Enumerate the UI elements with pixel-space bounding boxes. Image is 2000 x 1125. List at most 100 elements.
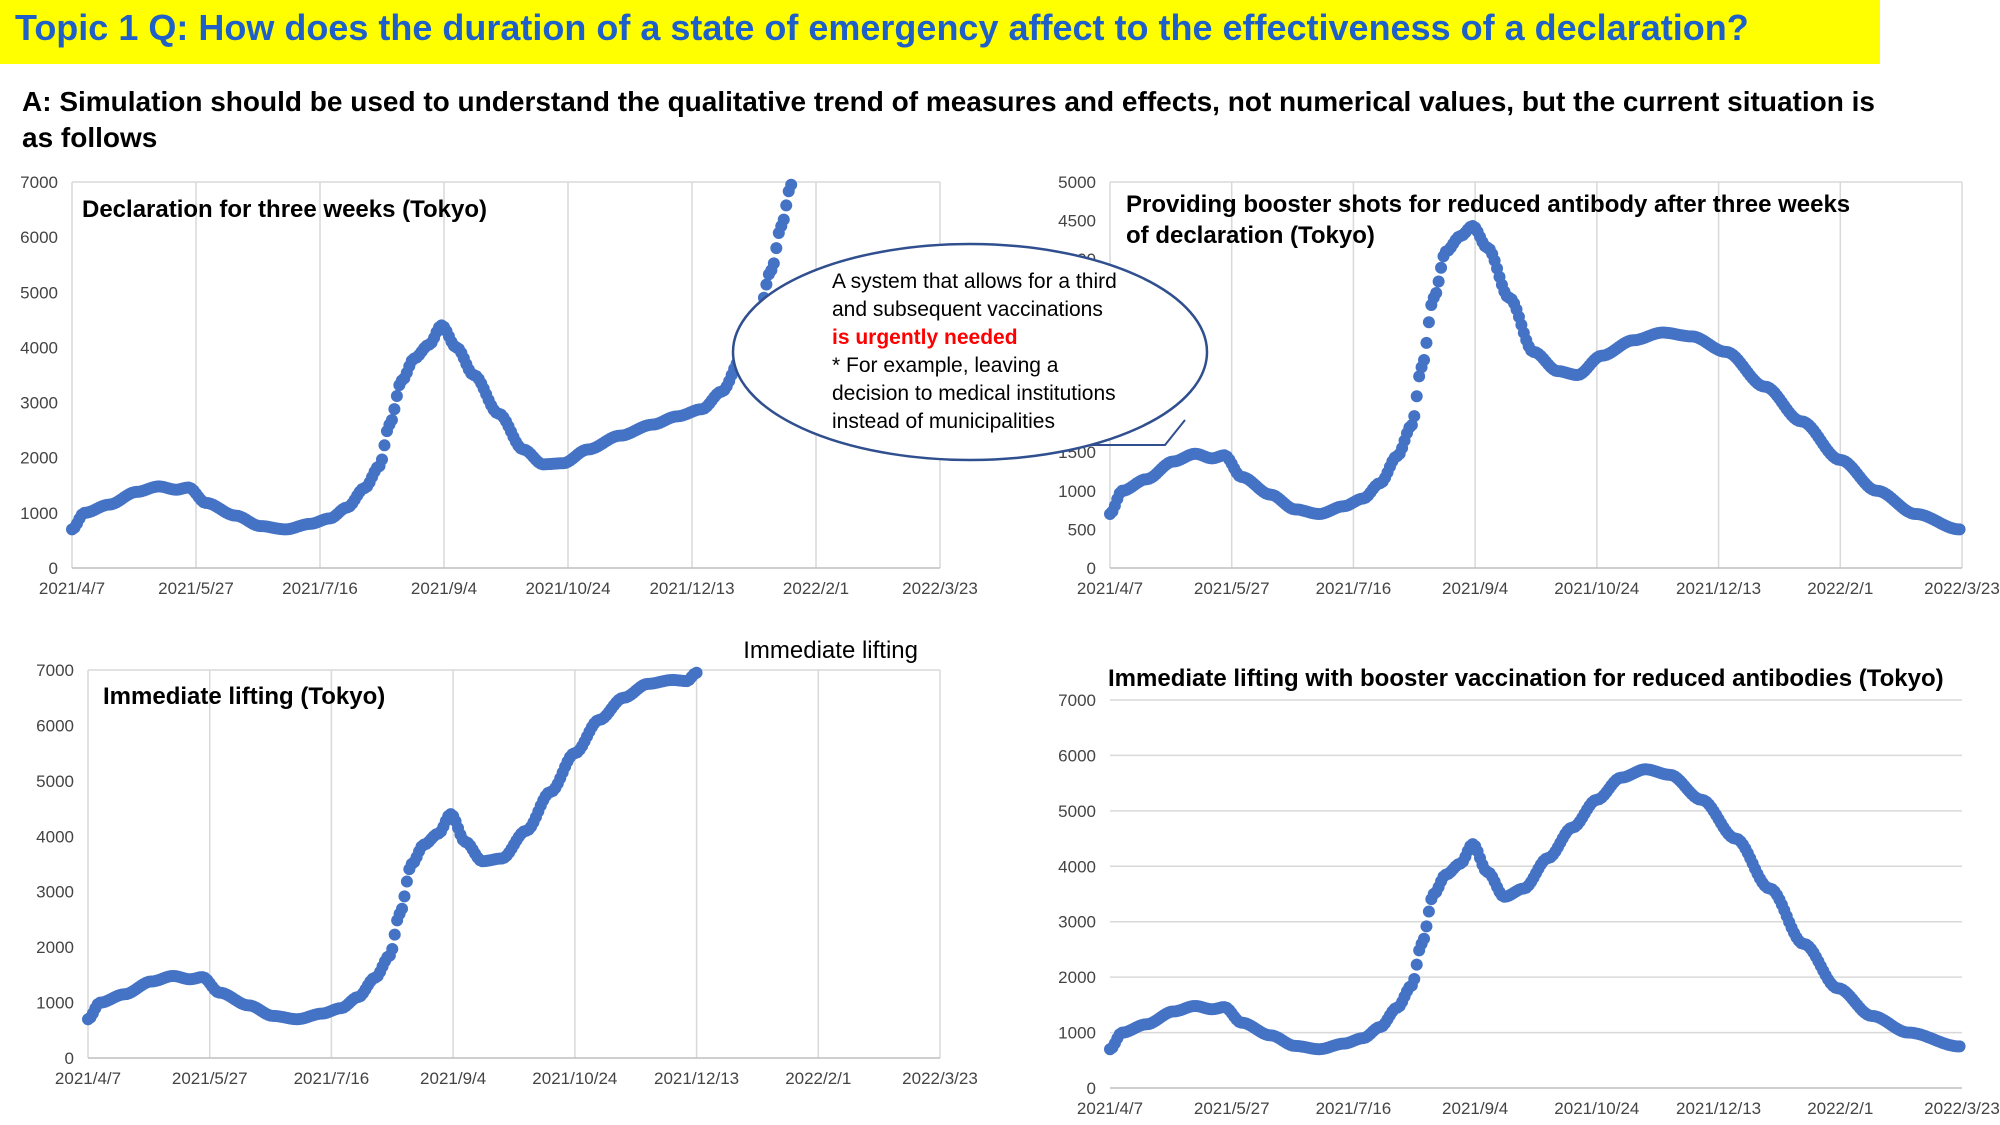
- y-tick-label: 1000: [1058, 1024, 1096, 1043]
- data-point: [1422, 316, 1435, 329]
- data-point: [1420, 336, 1433, 349]
- data-point: [1405, 419, 1418, 432]
- x-tick-label: 2022/3/23: [902, 579, 978, 598]
- x-tick-label: 2021/7/16: [282, 579, 358, 598]
- y-tick-label: 4000: [20, 338, 58, 357]
- y-tick-label: 2000: [20, 449, 58, 468]
- y-tick-label: 5000: [1058, 173, 1096, 192]
- data-series: [82, 666, 703, 1026]
- x-tick-label: 2022/2/1: [785, 1069, 851, 1088]
- data-point: [1422, 905, 1435, 918]
- chart-title: Immediate lifting (Tokyo): [103, 683, 385, 710]
- data-point: [388, 403, 401, 416]
- data-point: [1430, 286, 1443, 299]
- x-tick-label: 2021/12/13: [654, 1069, 739, 1088]
- x-tick-label: 2021/5/27: [172, 1069, 248, 1088]
- x-tick-label: 2022/3/23: [902, 1069, 978, 1088]
- x-tick-label: 2021/10/24: [1554, 579, 1639, 598]
- y-tick-label: 5000: [1058, 802, 1096, 821]
- topic-title: Topic 1 Q: How does the duration of a st…: [15, 7, 1749, 48]
- data-point: [780, 199, 793, 212]
- y-tick-label: 1000: [36, 994, 74, 1013]
- answer-text: A: Simulation should be used to understa…: [22, 86, 1875, 153]
- x-tick-label: 2021/9/4: [1442, 1099, 1508, 1118]
- y-tick-label: 5000: [36, 772, 74, 791]
- x-tick-label: 2021/4/7: [1077, 1099, 1143, 1118]
- y-tick-label: 6000: [36, 716, 74, 735]
- data-point: [1408, 410, 1421, 423]
- x-tick-label: 2021/5/27: [1194, 1099, 1270, 1118]
- x-tick-label: 2022/2/1: [1807, 579, 1873, 598]
- y-tick-label: 3000: [36, 883, 74, 902]
- chart-title-line-1: Providing booster shots for reduced anti…: [1126, 191, 1850, 218]
- data-point: [1418, 354, 1431, 367]
- x-tick-label: 2022/2/1: [783, 579, 849, 598]
- data-point: [1413, 370, 1426, 383]
- data-point: [1410, 958, 1423, 971]
- y-tick-label: 6000: [1058, 746, 1096, 765]
- data-point: [1420, 920, 1433, 933]
- x-tick-label: 2021/7/16: [1316, 1099, 1392, 1118]
- data-point: [690, 666, 703, 679]
- x-tick-label: 2021/9/4: [411, 579, 477, 598]
- y-tick-label: 5000: [20, 283, 58, 302]
- data-point: [1435, 261, 1448, 274]
- y-tick-label: 6000: [20, 228, 58, 247]
- topic-banner: Topic 1 Q: How does the duration of a st…: [0, 0, 1880, 64]
- y-tick-label: 0: [1087, 1079, 1096, 1098]
- y-tick-label: 4000: [1058, 857, 1096, 876]
- y-tick-label: 3000: [1058, 913, 1096, 932]
- data-point: [398, 890, 411, 903]
- y-tick-label: 2000: [1058, 968, 1096, 987]
- y-tick-label: 1000: [20, 504, 58, 523]
- x-tick-label: 2021/7/16: [1316, 579, 1392, 598]
- y-tick-label: 0: [65, 1049, 74, 1068]
- x-tick-label: 2021/12/13: [1676, 1099, 1761, 1118]
- callout-line-4: * For example, leaving a: [832, 354, 1059, 377]
- callout-line-1: A system that allows for a third: [832, 270, 1117, 293]
- x-tick-label: 2021/7/16: [294, 1069, 370, 1088]
- data-point: [378, 439, 391, 452]
- callout-highlight: is urgently needed: [832, 326, 1018, 349]
- x-tick-label: 2021/4/7: [1077, 579, 1143, 598]
- data-point: [386, 942, 399, 955]
- y-tick-label: 4500: [1058, 212, 1096, 231]
- chart-annotation: Immediate lifting: [743, 637, 918, 664]
- data-point: [1432, 275, 1445, 288]
- data-point: [785, 178, 798, 191]
- y-tick-label: 7000: [20, 173, 58, 192]
- y-tick-label: 3000: [20, 394, 58, 413]
- x-tick-label: 2021/9/4: [420, 1069, 486, 1088]
- y-tick-label: 2000: [36, 938, 74, 957]
- data-point: [1953, 523, 1966, 536]
- chart-title: Declaration for three weeks (Tokyo): [82, 196, 487, 223]
- data-point: [1418, 932, 1431, 945]
- x-tick-label: 2021/4/7: [39, 579, 105, 598]
- data-point: [777, 213, 790, 226]
- data-point: [390, 390, 403, 403]
- data-point: [376, 453, 388, 466]
- data-point: [1953, 1040, 1966, 1053]
- x-tick-label: 2021/5/27: [158, 579, 234, 598]
- y-tick-label: 4000: [36, 827, 74, 846]
- callout-line-5: decision to medical institutions: [832, 382, 1116, 405]
- callout-line-2: and subsequent vaccinations: [832, 298, 1103, 321]
- y-tick-label: 7000: [36, 661, 74, 680]
- x-tick-label: 2021/4/7: [55, 1069, 121, 1088]
- x-tick-label: 2022/3/23: [1924, 1099, 2000, 1118]
- x-tick-label: 2022/3/23: [1924, 579, 2000, 598]
- y-tick-label: 7000: [1058, 691, 1096, 710]
- data-point: [400, 875, 413, 888]
- data-point: [1408, 972, 1421, 985]
- data-series: [1104, 763, 1966, 1056]
- data-series: [66, 178, 798, 536]
- x-tick-label: 2021/12/13: [1676, 579, 1761, 598]
- y-tick-label: 0: [1087, 559, 1096, 578]
- y-tick-label: 0: [49, 559, 58, 578]
- x-tick-label: 2021/10/24: [1554, 1099, 1639, 1118]
- x-tick-label: 2021/5/27: [1194, 579, 1270, 598]
- data-point: [1410, 390, 1423, 403]
